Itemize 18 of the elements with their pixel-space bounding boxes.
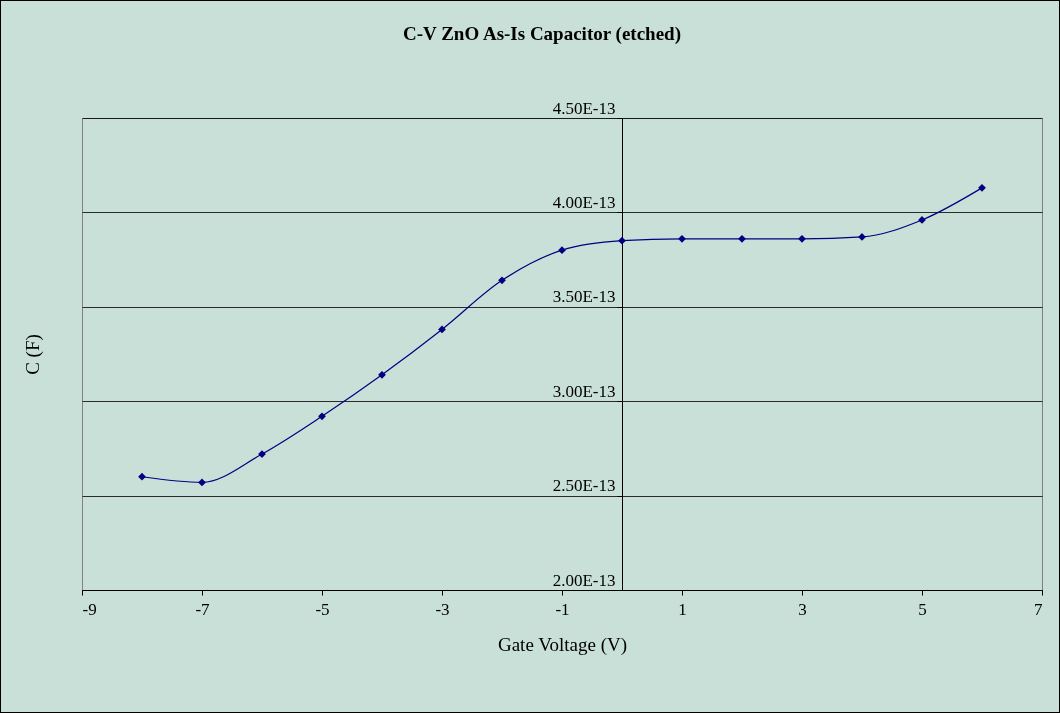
y-axis-title: C (F) [21, 334, 44, 375]
y-tick-label: 2.00E-13 [552, 570, 616, 590]
y-tick-label: 4.00E-13 [552, 192, 616, 212]
x-tick-label: 1 [678, 599, 687, 619]
x-tick-label: -3 [435, 599, 450, 619]
y-tick-label: 4.50E-13 [552, 98, 616, 118]
y-tick-label: 3.50E-13 [552, 287, 616, 307]
x-tick-label: -1 [555, 599, 570, 619]
x-tick-label: 3 [798, 599, 807, 619]
chart-title: C-V ZnO As-Is Capacitor (etched) [403, 23, 681, 45]
y-tick-label: 2.50E-13 [552, 476, 616, 496]
x-tick-label: 7 [1034, 599, 1043, 619]
x-tick-label: 5 [918, 599, 927, 619]
y-tick-label: 3.00E-13 [552, 381, 616, 401]
x-tick-label: -7 [195, 599, 211, 619]
x-axis-title: Gate Voltage (V) [497, 633, 628, 656]
x-tick-label: -9 [82, 599, 97, 619]
x-tick-label: -5 [315, 599, 330, 619]
